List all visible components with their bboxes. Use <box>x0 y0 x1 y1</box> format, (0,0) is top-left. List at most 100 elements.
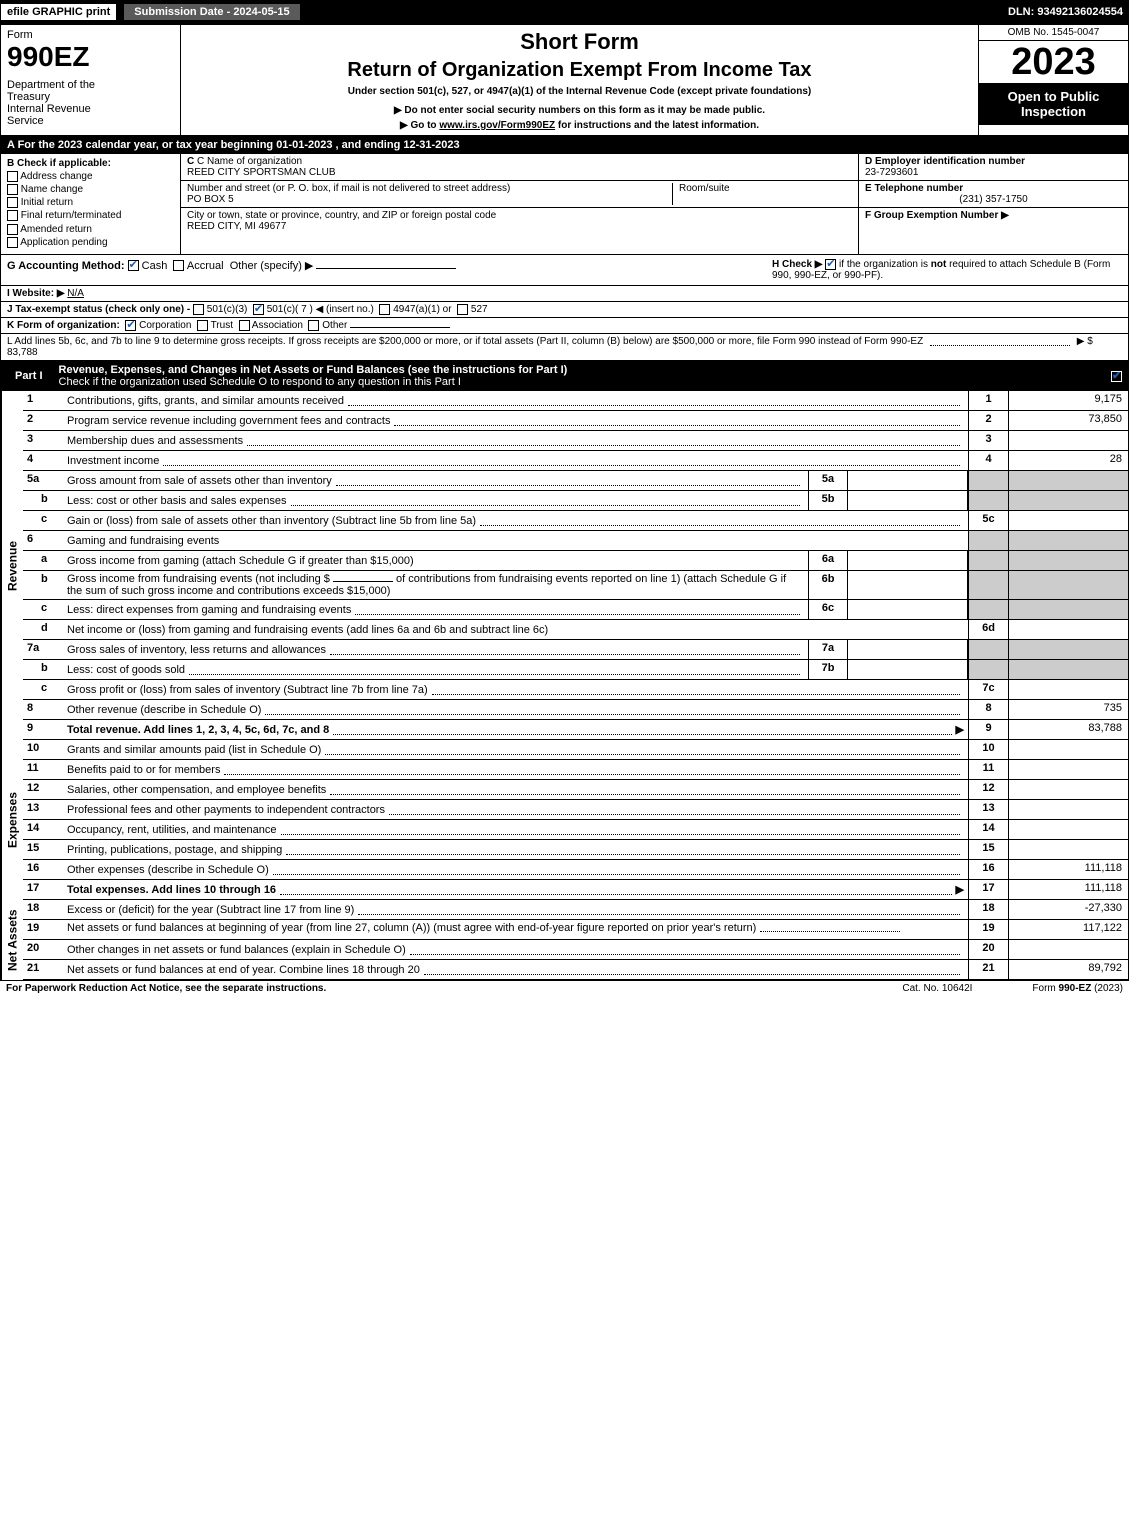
ein-label: D Employer identification number <box>865 156 1025 167</box>
row-10: 10Grants and similar amounts paid (list … <box>23 740 1128 760</box>
part-1-grid: Revenue 1Contributions, gifts, grants, a… <box>0 391 1129 980</box>
chk-name-change[interactable]: Name change <box>7 184 174 195</box>
chk-527[interactable] <box>457 304 468 315</box>
footer-left: For Paperwork Reduction Act Notice, see … <box>6 983 326 994</box>
org-name-label: C Name of organization <box>197 156 302 167</box>
h-box: H Check ▶ if the organization is not req… <box>772 259 1122 281</box>
chk-corp[interactable] <box>125 320 136 331</box>
chk-pending[interactable]: Application pending <box>7 237 174 248</box>
chk-schedule-b[interactable] <box>825 259 836 270</box>
row-5c: cGain or (loss) from sale of assets othe… <box>23 511 1128 531</box>
row-6a: aGross income from gaming (attach Schedu… <box>23 551 1128 571</box>
row-6: 6Gaming and fundraising events <box>23 531 1128 551</box>
row-8: 8Other revenue (describe in Schedule O)8… <box>23 700 1128 720</box>
row-14: 14Occupancy, rent, utilities, and mainte… <box>23 820 1128 840</box>
chk-501c3[interactable] <box>193 304 204 315</box>
org-name: REED CITY SPORTSMAN CLUB <box>187 167 336 178</box>
accrual-label: Accrual <box>187 260 224 272</box>
section-l: L Add lines 5b, 6c, and 7b to line 9 to … <box>0 334 1129 361</box>
g-left: G Accounting Method: Cash Accrual Other … <box>7 259 772 281</box>
section-k: K Form of organization: Corporation Trus… <box>0 318 1129 334</box>
chk-other-org[interactable] <box>308 320 319 331</box>
chk-cash[interactable] <box>128 260 139 271</box>
department-label: Department of theTreasuryInternal Revenu… <box>7 79 174 127</box>
return-title: Return of Organization Exempt From Incom… <box>189 59 970 82</box>
chk-initial-return[interactable]: Initial return <box>7 197 174 208</box>
part-1-header: Part I Revenue, Expenses, and Changes in… <box>0 361 1129 391</box>
g-label: G Accounting Method: <box>7 260 125 272</box>
row-1: 1Contributions, gifts, grants, and simil… <box>23 391 1128 411</box>
chk-4947[interactable] <box>379 304 390 315</box>
addr-row: Number and street (or P. O. box, if mail… <box>181 181 858 208</box>
form-number: 990EZ <box>7 41 174 73</box>
header-right: OMB No. 1545-0047 2023 Open to Public In… <box>978 25 1128 135</box>
section-b-c-d: B Check if applicable: Address change Na… <box>0 154 1129 255</box>
header-left: Form 990EZ Department of theTreasuryInte… <box>1 25 181 135</box>
top-bar: efile GRAPHIC print Submission Date - 20… <box>0 0 1129 24</box>
part-1-title: Revenue, Expenses, and Changes in Net As… <box>59 364 1102 388</box>
row-18: 18Excess or (deficit) for the year (Subt… <box>23 900 1128 920</box>
cash-label: Cash <box>142 260 168 272</box>
row-12: 12Salaries, other compensation, and empl… <box>23 780 1128 800</box>
chk-final-return[interactable]: Final return/terminated <box>7 210 174 221</box>
l-text: L Add lines 5b, 6c, and 7b to line 9 to … <box>7 336 923 347</box>
row-7b: bLess: cost of goods sold7b <box>23 660 1128 680</box>
dln-label: DLN: 93492136024554 <box>1008 6 1129 18</box>
under-section: Under section 501(c), 527, or 4947(a)(1)… <box>189 86 970 97</box>
form-word: Form <box>7 29 174 41</box>
side-expenses: Expenses <box>1 740 23 900</box>
do-not-enter: ▶ Do not enter social security numbers o… <box>189 105 970 116</box>
i-label: I Website: ▶ <box>7 288 65 299</box>
tel-row: E Telephone number (231) 357-1750 <box>859 181 1128 208</box>
page-footer: For Paperwork Reduction Act Notice, see … <box>0 980 1129 996</box>
row-19: 19Net assets or fund balances at beginni… <box>23 920 1128 940</box>
ein-row: D Employer identification number 23-7293… <box>859 154 1128 181</box>
ein-value: 23-7293601 <box>865 167 918 178</box>
chk-assoc[interactable] <box>239 320 250 331</box>
part-1-check[interactable] <box>1102 370 1122 382</box>
row-13: 13Professional fees and other payments t… <box>23 800 1128 820</box>
row-21: 21Net assets or fund balances at end of … <box>23 960 1128 980</box>
open-to-public: Open to Public Inspection <box>979 83 1128 125</box>
row-16: 16Other expenses (describe in Schedule O… <box>23 860 1128 880</box>
k-label: K Form of organization: <box>7 320 120 331</box>
row-7c: cGross profit or (loss) from sales of in… <box>23 680 1128 700</box>
tel-label: E Telephone number <box>865 183 963 194</box>
column-c: C C Name of organization REED CITY SPORT… <box>181 154 858 254</box>
addr-value: PO BOX 5 <box>187 194 510 205</box>
goto-line: ▶ Go to www.irs.gov/Form990EZ for instru… <box>189 120 970 131</box>
row-7a: 7aGross sales of inventory, less returns… <box>23 640 1128 660</box>
line-a: A For the 2023 calendar year, or tax yea… <box>0 136 1129 154</box>
chk-501c[interactable] <box>253 304 264 315</box>
section-j: J Tax-exempt status (check only one) - 5… <box>0 302 1129 318</box>
side-net-assets: Net Assets <box>1 900 23 980</box>
irs-link[interactable]: www.irs.gov/Form990EZ <box>439 120 555 131</box>
row-6c: cLess: direct expenses from gaming and f… <box>23 600 1128 620</box>
chk-address-change[interactable]: Address change <box>7 171 174 182</box>
b-label: B Check if applicable: <box>7 158 111 169</box>
row-5a: 5aGross amount from sale of assets other… <box>23 471 1128 491</box>
chk-trust[interactable] <box>197 320 208 331</box>
row-9: 9Total revenue. Add lines 1, 2, 3, 4, 5c… <box>23 720 1128 740</box>
short-form-title: Short Form <box>189 29 970 55</box>
org-name-row: C C Name of organization REED CITY SPORT… <box>181 154 858 181</box>
row-11: 11Benefits paid to or for members11 <box>23 760 1128 780</box>
group-label: F Group Exemption Number ▶ <box>865 210 1009 221</box>
addr-label: Number and street (or P. O. box, if mail… <box>187 183 510 194</box>
section-g-h: G Accounting Method: Cash Accrual Other … <box>0 255 1129 286</box>
form-header: Form 990EZ Department of theTreasuryInte… <box>0 24 1129 136</box>
header-mid: Short Form Return of Organization Exempt… <box>181 25 978 135</box>
chk-amended[interactable]: Amended return <box>7 224 174 235</box>
goto-post: for instructions and the latest informat… <box>555 120 759 131</box>
footer-mid: Cat. No. 10642I <box>902 983 972 994</box>
efile-label[interactable]: efile GRAPHIC print <box>0 3 117 21</box>
row-17: 17Total expenses. Add lines 10 through 1… <box>23 880 1128 900</box>
goto-pre: ▶ Go to <box>400 120 439 131</box>
omb-number: OMB No. 1545-0047 <box>979 25 1128 41</box>
other-label: Other (specify) ▶ <box>230 260 314 272</box>
h-pre: H Check ▶ <box>772 259 825 270</box>
row-15: 15Printing, publications, postage, and s… <box>23 840 1128 860</box>
chk-accrual[interactable] <box>173 260 184 271</box>
tax-year: 2023 <box>979 41 1128 83</box>
submission-date: Submission Date - 2024-05-15 <box>123 3 300 21</box>
